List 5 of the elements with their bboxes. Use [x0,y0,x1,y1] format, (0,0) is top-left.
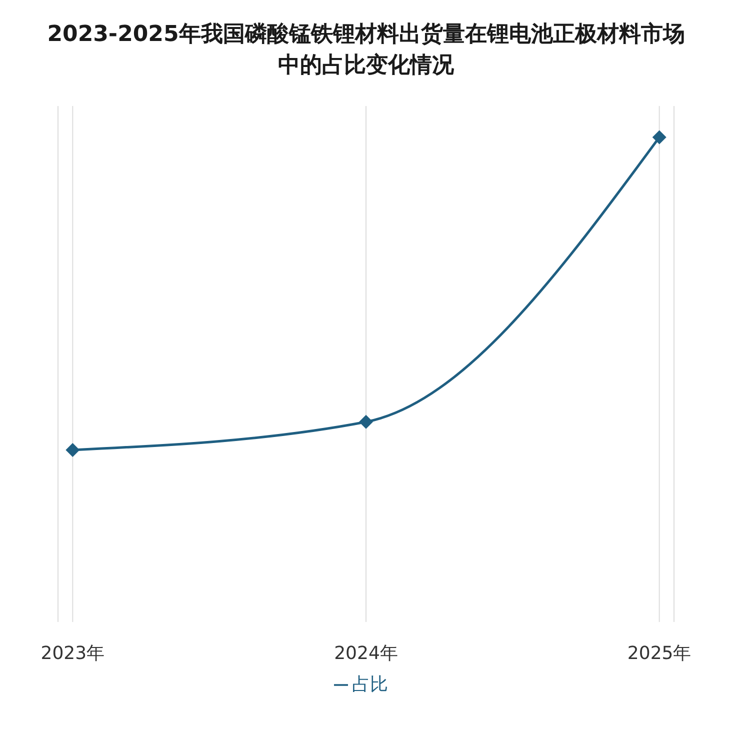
x-tick-label: 2024年 [334,642,398,664]
chart-title: 2023-2025年我国磷酸锰铁锂材料出货量在锂电池正极材料市场中的占比变化情况 [46,20,686,80]
x-tick-label: 2025年 [627,642,692,664]
legend-label: 占比 [352,674,388,695]
x-tick-label: 2023年 [40,642,105,664]
